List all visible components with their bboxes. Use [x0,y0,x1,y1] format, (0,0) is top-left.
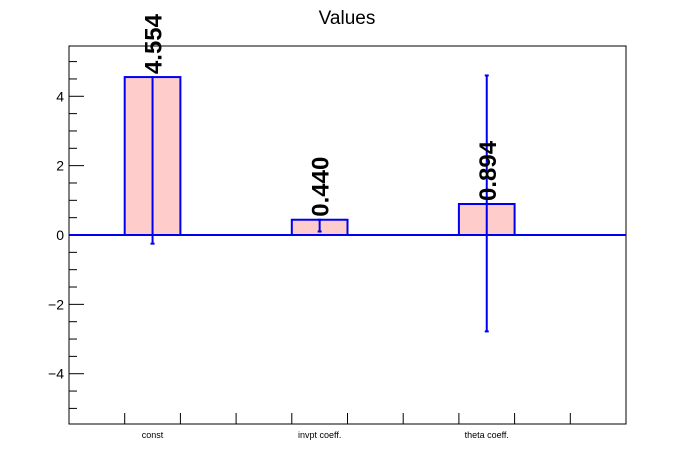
data-value-label: 4.554 [141,13,168,74]
y-tick-label: 4 [56,88,64,104]
error-bar [317,218,322,233]
error-bars [150,74,489,333]
error-bar [150,76,155,245]
category-label: theta coeff. [465,430,509,440]
axis-ticks [69,61,571,424]
y-tick-label: 2 [56,158,64,174]
category-label: invpt coeff. [298,430,341,440]
y-tick-label: 0 [56,227,64,243]
y-tick-label: −2 [48,296,64,312]
data-value-label: 0.894 [475,140,502,201]
data-value-label: 0.440 [308,157,335,217]
data-labels: 4.554 0.440 0.894 [141,13,502,216]
x-category-labels: const invpt coeff. theta coeff. [142,430,509,440]
y-tick-label: −4 [48,366,64,382]
error-bar [484,74,489,333]
chart-title: Values [319,8,376,29]
y-tick-labels: −4 −2 0 2 4 [48,88,64,381]
category-label: const [142,430,164,440]
